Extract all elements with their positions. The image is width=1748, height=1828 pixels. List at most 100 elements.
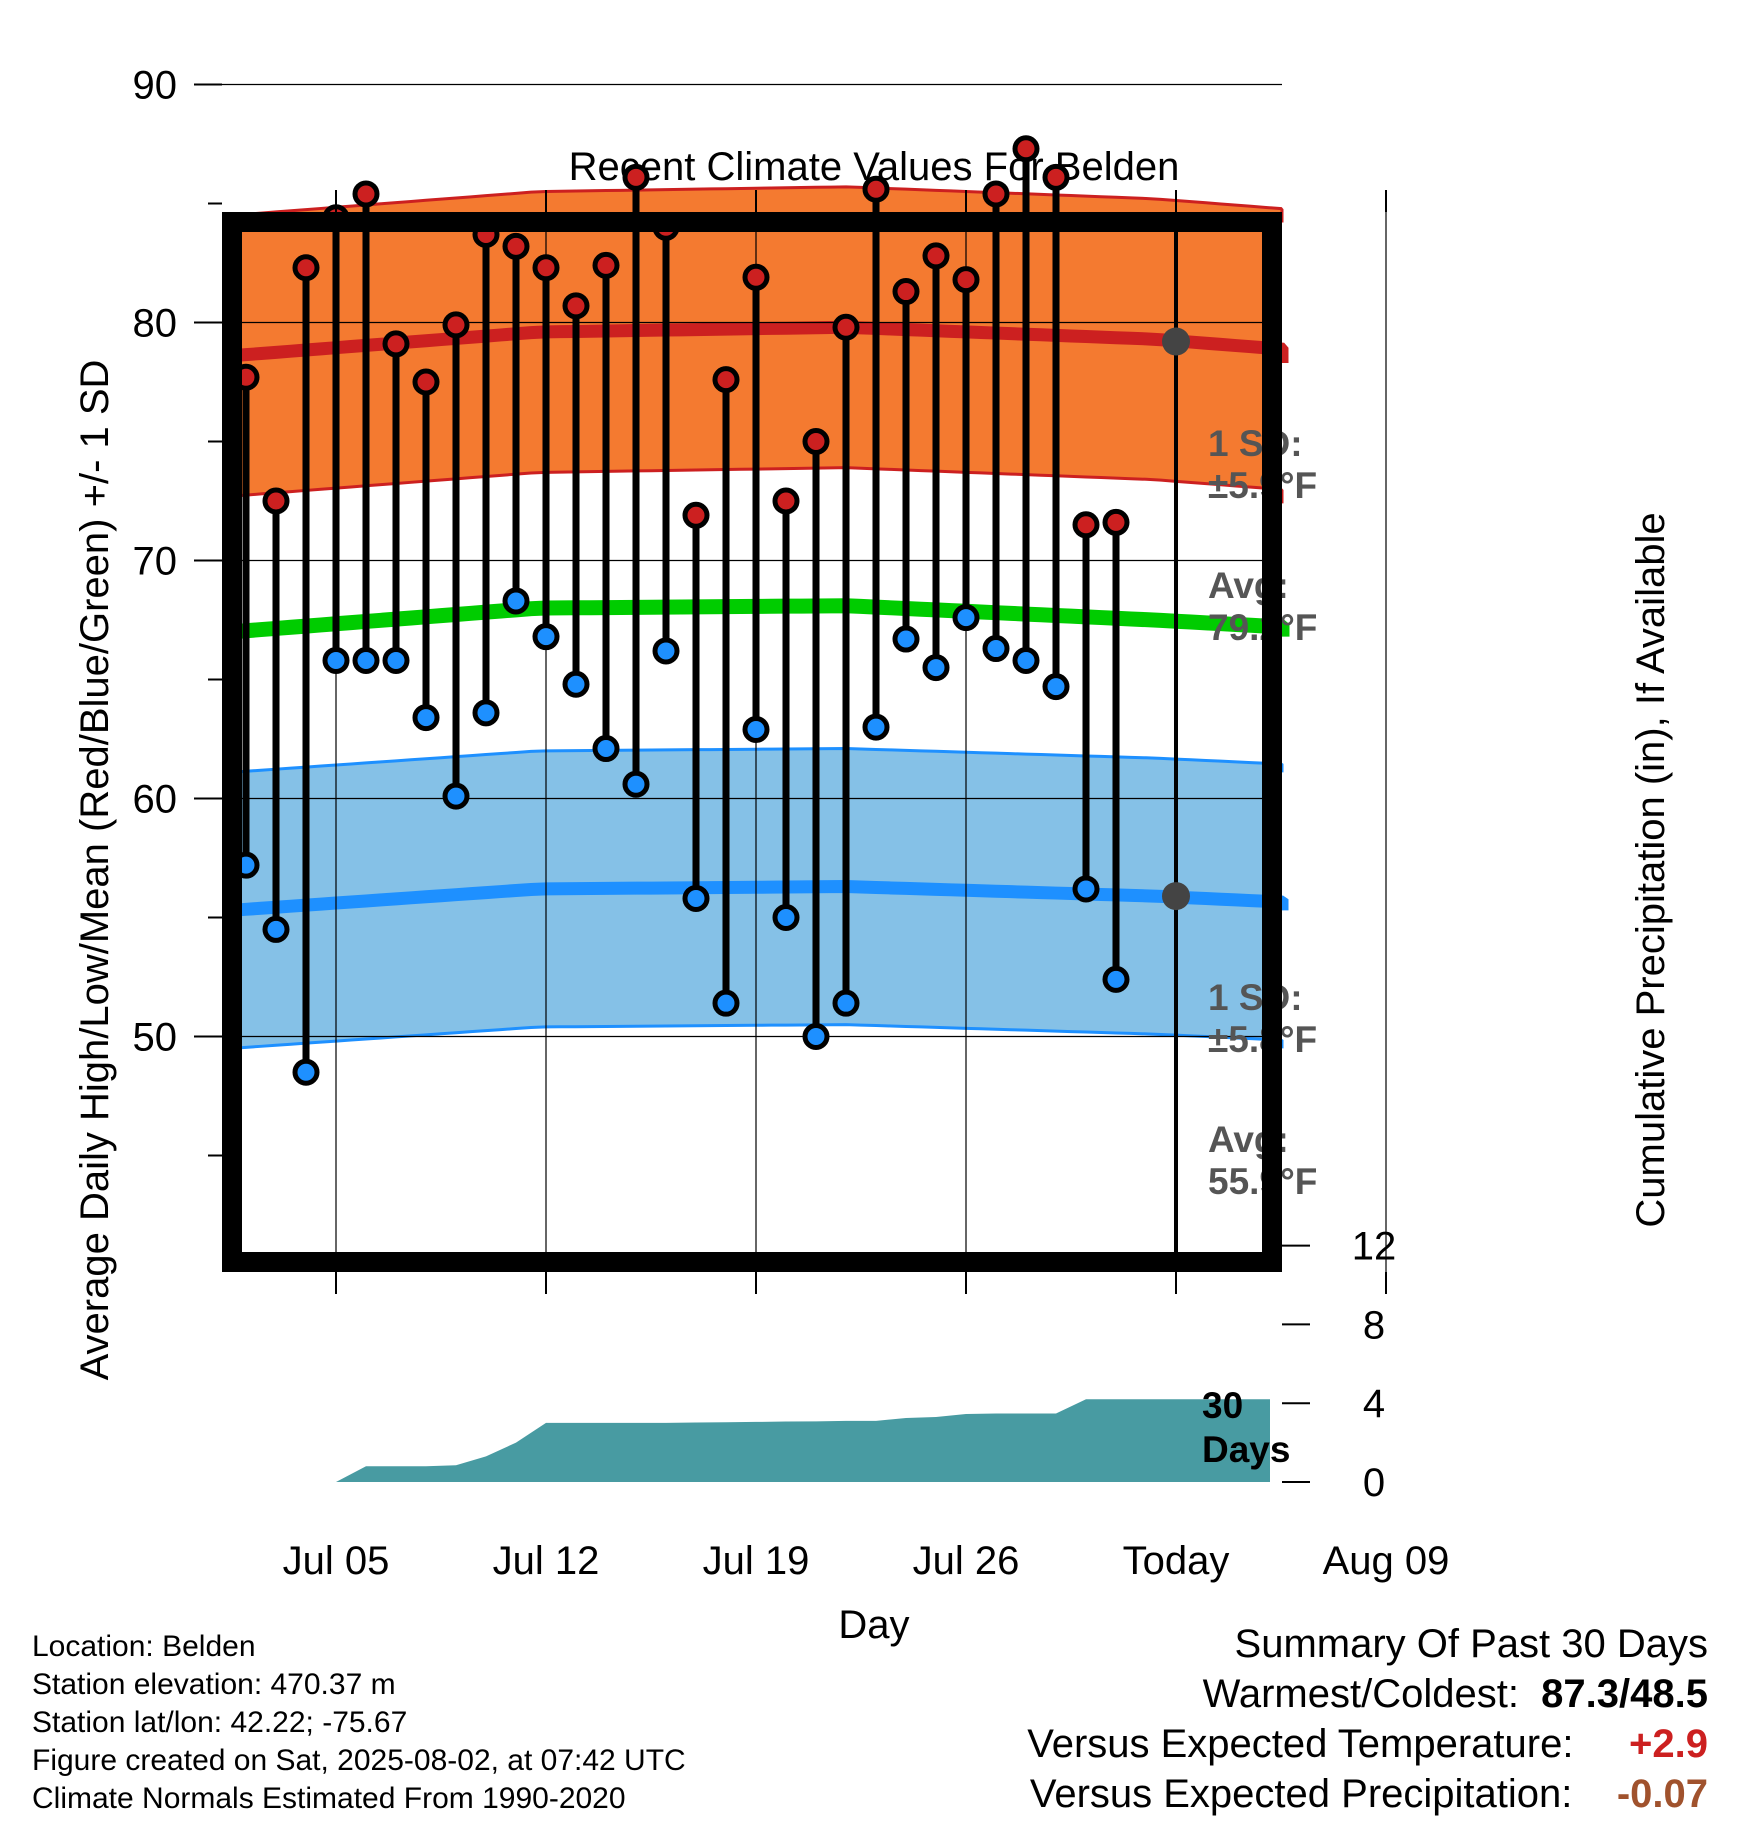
temp-label: Versus Expected Temperature: — [1027, 1722, 1574, 1766]
plot-border — [222, 212, 1282, 1272]
x-tick-label-0: Jul 05 — [283, 1539, 390, 1583]
low-point-Jul 16 — [652, 637, 680, 665]
low-point-Jul 07 — [382, 646, 410, 674]
low-point-Jul 17 — [682, 884, 710, 912]
high-point-Jul 28 — [1012, 135, 1040, 163]
today-low-normal-dot — [1162, 882, 1190, 911]
high-point-Jul 27 — [982, 180, 1010, 208]
high-point-Jul 07 — [382, 330, 410, 358]
high-point-Jul 20 — [772, 487, 800, 515]
high-point-Jul 31 — [1102, 508, 1130, 536]
low-point-Jul 13 — [562, 670, 590, 698]
low-point-Jul 06 — [352, 646, 380, 674]
low-point-Jul 25 — [922, 654, 950, 682]
high-band-top — [230, 185, 1284, 223]
low-point-Jul 09 — [442, 782, 470, 810]
days-label-1: 30 — [1202, 1385, 1243, 1426]
high-point-Jul 29 — [1042, 163, 1070, 191]
high-point-Jul 30 — [1072, 511, 1100, 539]
y-tick-label-90: 90 — [133, 64, 178, 108]
low-band-bottom — [230, 1023, 1284, 1050]
low-point-Jul 23 — [862, 713, 890, 741]
precip-label: Versus Expected Precipitation: — [1029, 1772, 1573, 1816]
low-point-Jul 08 — [412, 704, 440, 732]
daily-range-bars — [232, 135, 1130, 1086]
low-point-Jul 04 — [292, 1058, 320, 1086]
y2-tick-label-8: 8 — [1363, 1303, 1385, 1347]
high-point-Jul 26 — [952, 266, 980, 294]
high-point-Jul 18 — [712, 366, 740, 394]
y-axis-label: Average Daily High/Low/Mean (Red/Blue/Gr… — [73, 360, 117, 1381]
y2-tick-label-12: 12 — [1352, 1225, 1397, 1269]
x-tick-label-5: Aug 09 — [1323, 1539, 1450, 1583]
high-point-Jul 03 — [262, 487, 290, 515]
low-point-Jul 03 — [262, 915, 290, 943]
low-point-Jul 24 — [892, 625, 920, 653]
summary-warmest: Warmest/Coldest: 87.3/48.5 — [1203, 1672, 1708, 1717]
low-point-Jul 11 — [502, 587, 530, 615]
y-tick-label-60: 60 — [133, 778, 178, 822]
days-label-2: Days — [1202, 1429, 1290, 1470]
today-high-normal-dot — [1162, 327, 1190, 356]
high-point-Jul 22 — [832, 313, 860, 341]
low-sd-label: 1 SD: — [1208, 977, 1303, 1018]
low-point-Jul 22 — [832, 989, 860, 1017]
x-tick-label-3: Jul 26 — [913, 1539, 1020, 1583]
high-point-Jul 24 — [892, 278, 920, 306]
temp-value: +2.9 — [1629, 1722, 1708, 1766]
low-point-Jul 20 — [772, 904, 800, 931]
created-text: Figure created on Sat, 2025-08-02, at 07… — [32, 1744, 686, 1777]
high-point-Jul 08 — [412, 368, 440, 396]
high-point-Jul 15 — [622, 163, 650, 191]
high-point-Jul 04 — [292, 254, 320, 282]
high-sd-label: 1 SD: — [1208, 423, 1303, 464]
summary-title: Summary Of Past 30 Days — [1234, 1622, 1708, 1666]
low-point-Jul 31 — [1102, 965, 1130, 993]
x-tick-label-4: Today — [1123, 1539, 1230, 1583]
elevation-text: Station elevation: 470.37 m — [32, 1668, 396, 1701]
high-point-Jul 25 — [922, 242, 950, 270]
high-point-Jul 14 — [592, 251, 620, 279]
low-point-Jul 27 — [982, 635, 1010, 663]
low-point-Jul 12 — [532, 623, 560, 651]
warmest-label: Warmest/Coldest: — [1202, 1672, 1519, 1716]
low-point-Jul 29 — [1042, 673, 1070, 701]
y-tick-label-80: 80 — [133, 302, 178, 346]
summary-temp: Versus Expected Temperature: +2.9 — [1027, 1722, 1708, 1767]
y-tick-label-50: 50 — [133, 1016, 178, 1060]
x-tick-label-1: Jul 12 — [493, 1539, 600, 1583]
low-point-Jul 18 — [712, 989, 740, 1017]
high-point-Jul 11 — [502, 232, 530, 260]
low-point-Jul 10 — [472, 699, 500, 727]
location-text: Location: Belden — [32, 1630, 256, 1663]
precipitation-area — [246, 1399, 1270, 1482]
latlon-text: Station lat/lon: 42.22; -75.67 — [32, 1706, 408, 1739]
low-point-Jul 26 — [952, 604, 980, 632]
low-point-Jul 05 — [322, 646, 350, 674]
axes: 50 60 70 80 90 0 4 8 12 Jul 05 Jul 12 Jul 19 Jul 26 T… — [133, 64, 1450, 1584]
high-point-Jul 13 — [562, 292, 590, 320]
low-point-Jul 28 — [1012, 646, 1040, 674]
x-tick-label-2: Jul 19 — [703, 1539, 810, 1583]
summary-precip: Versus Expected Precipitation: -0.07 — [1030, 1772, 1708, 1817]
high-point-Jul 21 — [802, 428, 830, 455]
plot-frame — [222, 212, 1282, 1272]
low-point-Jul 19 — [742, 715, 770, 743]
high-point-Jul 23 — [862, 175, 890, 203]
high-point-Jul 19 — [742, 263, 770, 291]
normals-text: Climate Normals Estimated From 1990-2020 — [32, 1782, 626, 1815]
high-point-Jul 09 — [442, 311, 470, 339]
warmest-value: 87.3/48.5 — [1541, 1672, 1708, 1716]
precip-value: -0.07 — [1616, 1772, 1708, 1816]
low-point-Jul 14 — [592, 735, 620, 763]
high-point-Jul 12 — [532, 254, 560, 282]
low-point-Jul 21 — [802, 1023, 830, 1050]
precipitation-fill — [246, 1399, 1270, 1482]
y2-tick-label-0: 0 — [1363, 1461, 1385, 1505]
today-marker — [1162, 224, 1190, 1260]
y2-axis-label: Cumulative Precipitation (in), If Availa… — [1629, 512, 1673, 1227]
y-tick-label-70: 70 — [133, 540, 178, 584]
y2-tick-label-4: 4 — [1363, 1382, 1385, 1426]
x-axis-label: Day — [838, 1603, 909, 1647]
